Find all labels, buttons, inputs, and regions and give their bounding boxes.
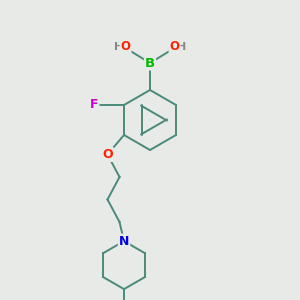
Text: H: H (114, 41, 123, 52)
Text: F: F (90, 98, 98, 112)
Text: N: N (119, 235, 129, 248)
Text: B: B (145, 56, 155, 70)
Text: O: O (102, 148, 113, 161)
Text: O: O (169, 40, 179, 53)
Text: O: O (121, 40, 130, 53)
Text: H: H (177, 41, 186, 52)
